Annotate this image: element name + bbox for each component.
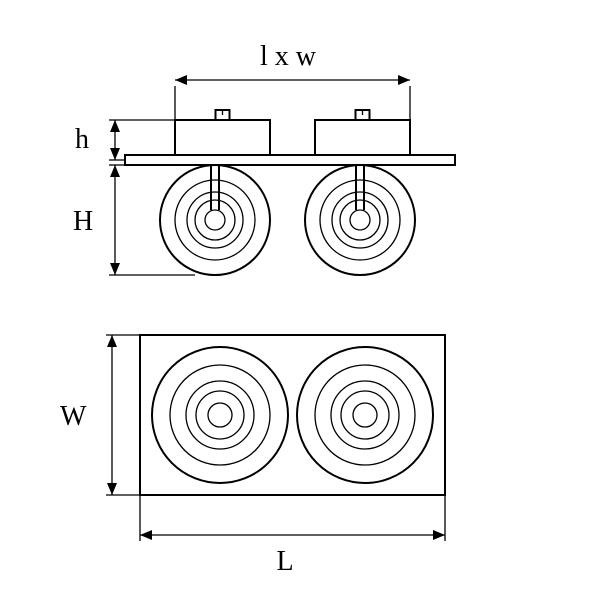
label-W: W [60, 401, 87, 432]
label-h: h [75, 124, 89, 155]
label-L: L [276, 546, 293, 577]
label-lxw: l x w [260, 41, 317, 72]
label-H: H [73, 206, 93, 237]
